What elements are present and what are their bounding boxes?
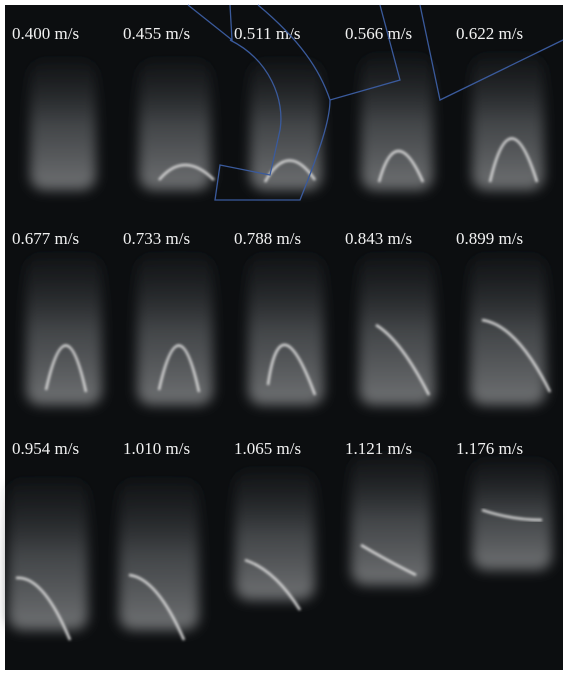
- speed-label: 1.121 m/s: [345, 439, 412, 458]
- flow-glow: [235, 470, 315, 600]
- speed-label: 0.511 m/s: [234, 24, 300, 43]
- panel: 1.121 m/s: [345, 439, 431, 585]
- speed-label: 0.843 m/s: [345, 229, 412, 248]
- flow-glow: [351, 455, 431, 585]
- flow-glow: [26, 255, 102, 405]
- speed-label: 0.400 m/s: [12, 24, 79, 43]
- flow-glow: [137, 255, 213, 405]
- speed-label: 0.954 m/s: [12, 439, 79, 458]
- speed-label: 0.455 m/s: [123, 24, 190, 43]
- speed-label: 0.677 m/s: [12, 229, 79, 248]
- flow-glow: [470, 255, 546, 405]
- speed-label: 0.733 m/s: [123, 229, 190, 248]
- speed-label: 0.788 m/s: [234, 229, 301, 248]
- speed-label: 0.899 m/s: [456, 229, 523, 248]
- flow-glow: [472, 460, 552, 570]
- flow-glow: [361, 55, 433, 190]
- flow-glow: [8, 480, 88, 630]
- speed-label: 0.566 m/s: [345, 24, 412, 43]
- speed-label: 1.065 m/s: [234, 439, 301, 458]
- flow-glow: [30, 60, 96, 190]
- figure: 0.400 m/s 0.455 m/s 0.511 m/s 0.566 m/s 0.62…: [0, 0, 569, 675]
- speed-label: 1.010 m/s: [123, 439, 190, 458]
- speed-label: 0.622 m/s: [456, 24, 523, 43]
- flow-glow: [119, 480, 199, 630]
- speed-label: 1.176 m/s: [456, 439, 523, 458]
- flow-glow: [248, 255, 324, 405]
